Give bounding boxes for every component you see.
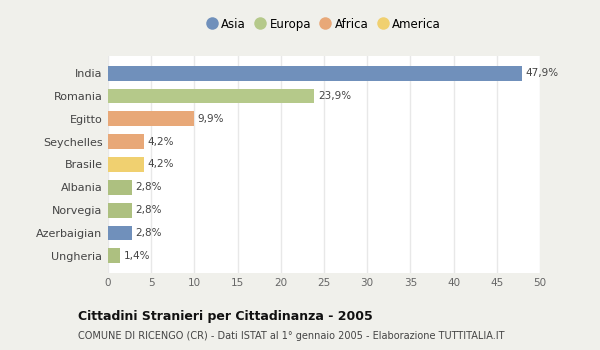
Text: 9,9%: 9,9% [197,114,223,124]
Bar [108,248,120,263]
Bar [108,157,144,172]
Bar [108,203,132,217]
Text: COMUNE DI RICENGO (CR) - Dati ISTAT al 1° gennaio 2005 - Elaborazione TUTTITALIA: COMUNE DI RICENGO (CR) - Dati ISTAT al 1… [78,331,505,341]
Bar [108,134,144,149]
Bar [108,180,132,195]
Text: 47,9%: 47,9% [526,68,559,78]
Legend: Asia, Europa, Africa, America: Asia, Europa, Africa, America [203,14,445,34]
Bar [108,225,132,240]
Bar [108,112,194,126]
Text: 23,9%: 23,9% [318,91,351,101]
Text: 4,2%: 4,2% [148,137,174,147]
Text: 4,2%: 4,2% [148,160,174,169]
Text: 2,8%: 2,8% [136,205,162,215]
Bar [108,89,314,104]
Text: 2,8%: 2,8% [136,228,162,238]
Text: Cittadini Stranieri per Cittadinanza - 2005: Cittadini Stranieri per Cittadinanza - 2… [78,310,373,323]
Bar [108,66,522,81]
Text: 2,8%: 2,8% [136,182,162,192]
Text: 1,4%: 1,4% [124,251,150,261]
